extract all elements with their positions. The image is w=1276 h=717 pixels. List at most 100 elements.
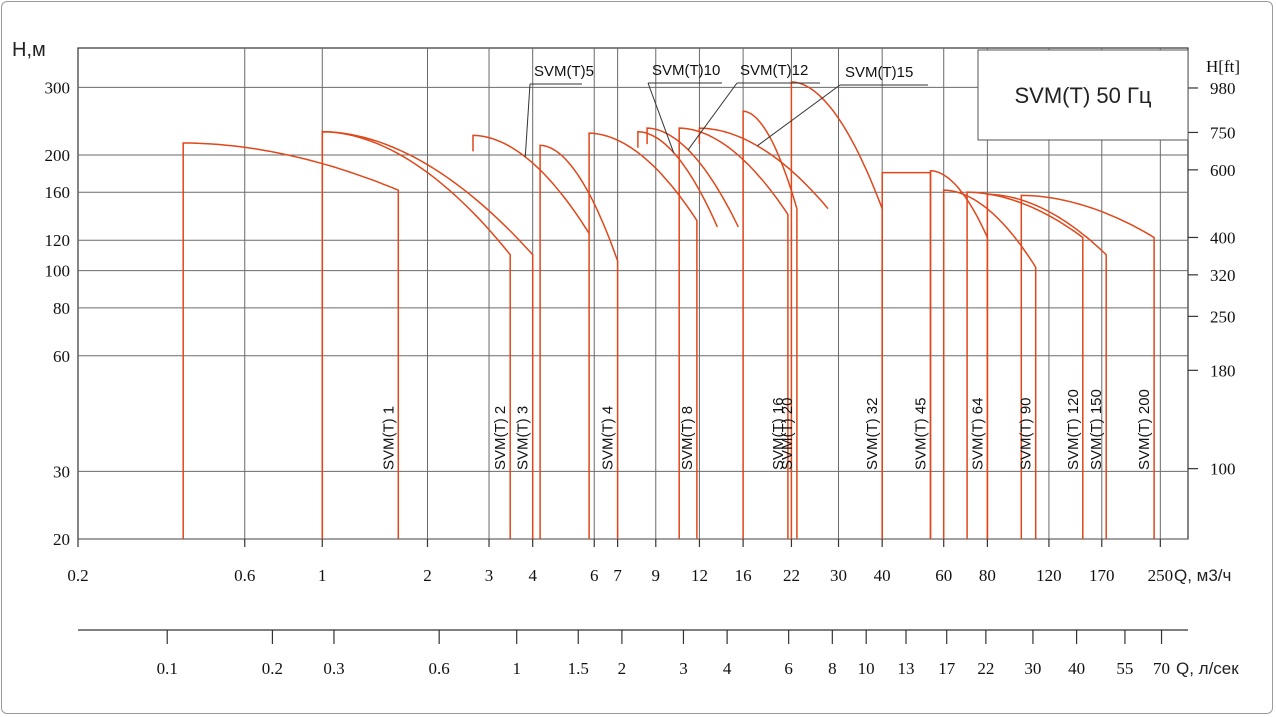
title-box	[977, 49, 1189, 141]
x-tick-label: 0.2	[67, 566, 88, 585]
series-curve	[321, 130, 511, 539]
y-tick-label-left: 60	[53, 347, 70, 366]
x-axis-title-top: Q, м3/ч	[1174, 566, 1231, 585]
series-curve	[472, 134, 590, 234]
y-tick-label-left: 300	[45, 78, 71, 97]
x-tick-label: 12	[691, 566, 708, 585]
series-curve	[539, 144, 619, 539]
x-tick-label: 2	[423, 566, 432, 585]
series-curve	[929, 170, 989, 539]
y-tick-label-left: 200	[45, 146, 71, 165]
x-tick-label: 6	[590, 566, 599, 585]
x2-tick-label: 70	[1153, 659, 1170, 678]
x2-tick-label: 10	[858, 659, 875, 678]
x-tick-label: 40	[874, 566, 891, 585]
series-curve	[698, 127, 829, 210]
series-curve	[942, 189, 1037, 539]
x2-tick-label: 40	[1068, 659, 1085, 678]
x-tick-label: 250	[1148, 566, 1174, 585]
x-tick-label: 0.6	[234, 566, 255, 585]
series-curve	[1020, 194, 1155, 539]
series-curve	[881, 171, 932, 539]
x2-tick-label: 13	[898, 659, 915, 678]
series-label: SVM(T) 3	[515, 406, 532, 470]
series-label: SVM(T) 2	[492, 406, 509, 470]
y-tick-label-right: 250	[1210, 307, 1236, 326]
x-tick-label: 3	[485, 566, 494, 585]
series-label: SVM(T) 45	[913, 397, 930, 470]
series-label: SVM(T)10	[652, 62, 720, 79]
y-tick-label-right: 400	[1210, 228, 1236, 247]
x2-tick-label: 30	[1024, 659, 1041, 678]
x2-tick-label: 0.3	[323, 659, 344, 678]
y-tick-label-left: 100	[45, 262, 71, 281]
x2-tick-label: 0.6	[429, 659, 450, 678]
series-label: SVM(T)15	[845, 64, 913, 81]
x2-tick-label: 4	[723, 659, 732, 678]
x2-tick-label: 8	[828, 659, 837, 678]
x-tick-label: 60	[935, 566, 952, 585]
series-curve	[966, 191, 1084, 539]
x2-tick-label: 55	[1116, 659, 1133, 678]
callout-leader	[524, 83, 531, 157]
x-tick-label: 120	[1036, 566, 1062, 585]
series-label: SVM(T) 16	[770, 397, 787, 470]
series-label: SVM(T) 1	[380, 406, 397, 470]
x-tick-label: 7	[613, 566, 622, 585]
series-curve	[678, 127, 789, 539]
series-label: SVM(T)5	[534, 63, 594, 80]
y-tick-label-right: 980	[1210, 79, 1236, 98]
series-label: SVM(T) 64	[969, 398, 986, 471]
series-label: SVM(T) 200	[1136, 389, 1153, 470]
series-curve	[790, 81, 883, 539]
series-label: SVM(T) 150	[1088, 389, 1105, 470]
callout-leader	[687, 82, 738, 151]
callout-leader	[647, 82, 675, 153]
x2-tick-label: 22	[977, 659, 994, 678]
x-tick-label: 80	[979, 566, 996, 585]
x-tick-label: 30	[830, 566, 847, 585]
series-curve	[742, 110, 798, 539]
series-label: SVM(T) 8	[679, 406, 696, 470]
y-axis-title-right: H[ft]	[1206, 57, 1240, 76]
y-tick-label-right: 100	[1210, 460, 1236, 479]
y-tick-label-left: 80	[53, 299, 70, 318]
chart-title: SVM(T) 50 Гц	[1015, 83, 1152, 108]
series-label: SVM(T) 120	[1065, 389, 1082, 470]
series-label: SVM(T) 20	[779, 398, 796, 471]
x2-tick-label: 2	[618, 659, 627, 678]
x2-tick-label: 6	[784, 659, 793, 678]
series-label: SVM(T) 32	[864, 398, 881, 471]
series-label: SVM(T)12	[740, 62, 808, 79]
x2-tick-label: 0.2	[262, 659, 283, 678]
x-tick-label: 170	[1089, 566, 1115, 585]
series-curve	[637, 130, 718, 228]
series-curve	[182, 142, 400, 539]
y-tick-label-left: 160	[45, 183, 71, 202]
y-axis-title-left: H,м	[12, 39, 46, 61]
x2-tick-label: 0.1	[157, 659, 178, 678]
series-label: SVM(T) 4	[600, 406, 617, 470]
x-tick-label: 1	[318, 566, 327, 585]
y-tick-label-right: 320	[1210, 266, 1236, 285]
x-tick-label: 4	[528, 566, 537, 585]
series-label: SVM(T) 90	[1018, 397, 1035, 470]
x-tick-label: 16	[735, 566, 752, 585]
callout-leader	[757, 84, 841, 147]
x2-tick-label: 1	[512, 659, 521, 678]
y-tick-label-left: 30	[53, 462, 70, 481]
x-tick-label: 22	[783, 566, 800, 585]
y-tick-label-right: 180	[1210, 361, 1236, 380]
x2-tick-label: 1.5	[568, 659, 589, 678]
x2-tick-label: 17	[938, 659, 956, 678]
x-axis-title-bottom: Q, л/сек	[1176, 659, 1239, 678]
y-tick-label-left: 120	[45, 231, 71, 250]
x-tick-label: 9	[652, 566, 661, 585]
series-curve	[986, 193, 1107, 539]
y-tick-label-left: 20	[53, 530, 70, 549]
y-tick-label-right: 750	[1210, 123, 1236, 142]
series-curve	[588, 132, 698, 539]
x2-tick-label: 3	[679, 659, 688, 678]
